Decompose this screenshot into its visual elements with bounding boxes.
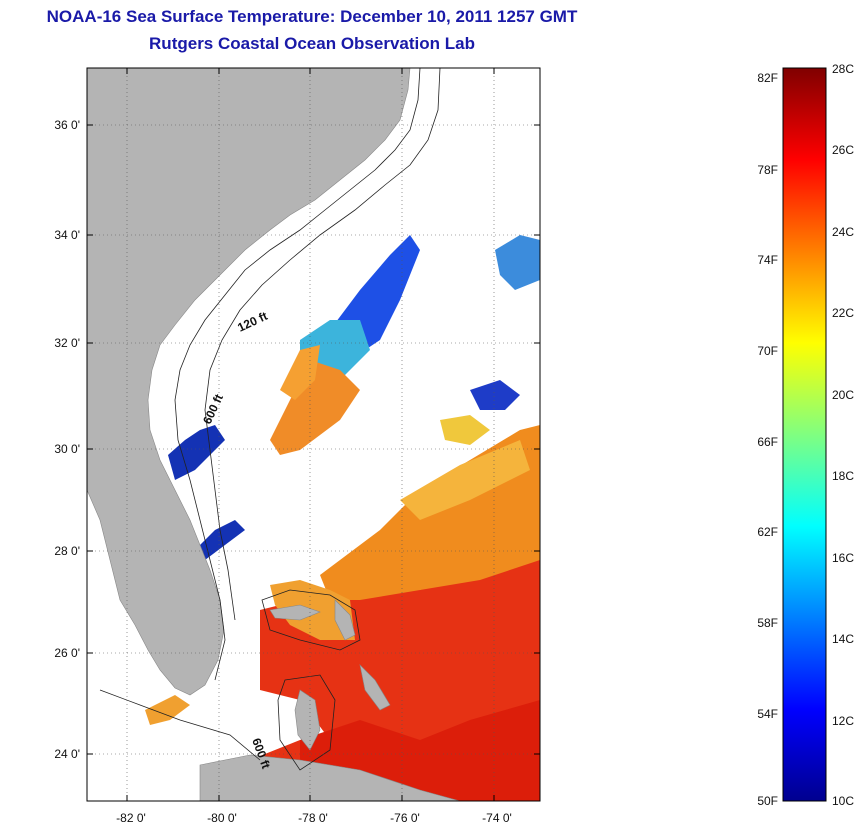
sst-gulfstream-orange2	[280, 345, 320, 400]
map-border	[86, 67, 541, 802]
land-us-east-coast	[87, 68, 411, 696]
sst-e-patch	[470, 380, 520, 410]
colorbar-f-label: 70F	[757, 344, 778, 358]
colorbar-f-label: 66F	[757, 435, 778, 449]
lat-label: 24 0'	[54, 747, 80, 761]
sst-coastal-cold-south	[200, 520, 245, 560]
colorbar-f-label: 74F	[757, 253, 778, 267]
colorbar-c-label: 24C	[832, 225, 854, 239]
lon-label: -80 0'	[207, 811, 237, 825]
sst-ne-patch	[495, 235, 540, 290]
lon-label: -76 0'	[390, 811, 420, 825]
sst-mid-patch	[440, 415, 490, 445]
colorbar-c-label: 22C	[832, 306, 854, 320]
latitude-labels: 24 0' 26 0' 28 0' 30 0' 32 0' 34 0' 36 0…	[54, 118, 80, 761]
lat-label: 28 0'	[54, 544, 80, 558]
colorbar-f-label: 62F	[757, 525, 778, 539]
colorbar-c-label: 18C	[832, 469, 854, 483]
bathymetry-contours	[99, 68, 441, 771]
colorbar-c-label: 12C	[832, 714, 854, 728]
colorbar-c-label: 16C	[832, 551, 854, 565]
colorbar-f-label: 82F	[757, 71, 778, 85]
colorbar-c-label: 14C	[832, 632, 854, 646]
colorbar-f-label: 78F	[757, 163, 778, 177]
lon-label: -74 0'	[482, 811, 512, 825]
contour-bahamas-a	[261, 589, 361, 651]
map-title: NOAA-16 Sea Surface Temperature: Decembe…	[46, 7, 578, 26]
longitude-labels: -82 0' -80 0' -78 0' -76 0' -74 0'	[116, 811, 512, 825]
colorbar-c-label: 26C	[832, 143, 854, 157]
land-cuba	[199, 754, 461, 801]
land-andros	[294, 689, 321, 751]
contour-bahamas-b	[277, 674, 336, 771]
colorbar-fahrenheit-labels: 50F 54F 58F 62F 66F 70F 74F 78F 82F	[757, 71, 778, 808]
sst-gulfstream-orange	[270, 360, 360, 455]
sst-florida-keys	[145, 695, 190, 725]
colorbar-celsius-labels: 10C 12C 14C 16C 18C 20C 22C 24C 26C 28C	[832, 62, 854, 808]
contour-600ft	[204, 68, 441, 621]
lat-label: 32 0'	[54, 336, 80, 350]
map-ticks	[87, 68, 540, 801]
lon-label: -78 0'	[298, 811, 328, 825]
lat-label: 26 0'	[54, 646, 80, 660]
map-subtitle: Rutgers Coastal Ocean Observation Lab	[149, 34, 475, 53]
colorbar-f-label: 54F	[757, 707, 778, 721]
colorbar-f-label: 58F	[757, 616, 778, 630]
contour-florida-strait	[99, 689, 261, 761]
colorbar	[782, 67, 827, 802]
lon-label: -82 0'	[116, 811, 146, 825]
colorbar-c-label: 10C	[832, 794, 854, 808]
contour-120ft	[174, 68, 421, 681]
land-eleuthera	[359, 664, 391, 711]
land-layer	[87, 68, 461, 801]
colorbar-f-label: 50F	[757, 794, 778, 808]
sst-coastal-cold-north	[168, 425, 225, 480]
lat-label: 30 0'	[54, 442, 80, 456]
sst-orange-band-light	[400, 440, 530, 520]
lat-label: 36 0'	[54, 118, 80, 132]
colorbar-c-label: 28C	[832, 62, 854, 76]
colorbar-c-label: 20C	[832, 388, 854, 402]
lat-label: 34 0'	[54, 228, 80, 242]
land-abaco	[334, 599, 356, 641]
